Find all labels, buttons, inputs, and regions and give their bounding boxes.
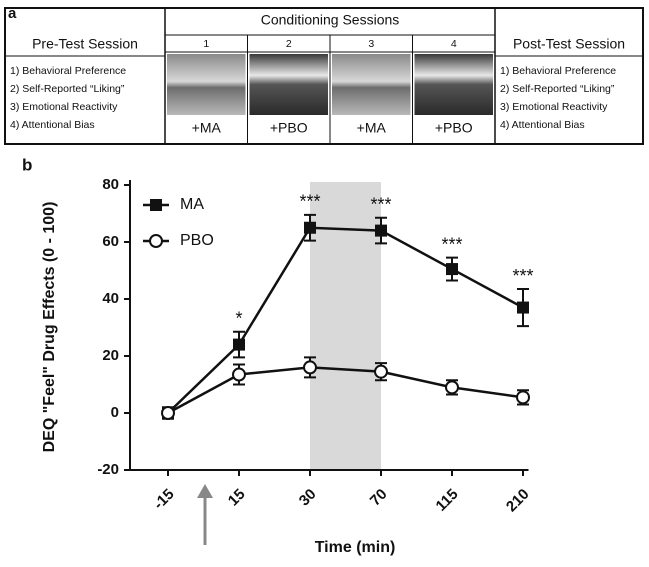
data-point: [233, 338, 245, 351]
pre-test-item: 4) Attentional Bias: [10, 119, 95, 131]
panel-a-frame: [4, 7, 644, 145]
session-drug: +MA: [192, 120, 222, 136]
x-tick-label: 70: [367, 486, 391, 510]
y-tick-label: 60: [102, 233, 119, 250]
x-tick-label: 15: [225, 486, 249, 510]
pre-test-title: Pre-Test Session: [32, 36, 138, 52]
session-number: 3: [368, 38, 374, 50]
significance-label: ***: [370, 195, 391, 215]
landscape-image: [249, 54, 328, 115]
series-line: [167, 226, 524, 414]
post-test-item: 4) Attentional Bias: [500, 119, 585, 131]
data-point: [517, 301, 529, 314]
legend-label: PBO: [180, 232, 214, 249]
significance-label: ***: [299, 192, 320, 212]
data-point: [303, 360, 317, 375]
pre-test-item: 1) Behavioral Preference: [10, 65, 126, 77]
session-number: 4: [451, 38, 457, 50]
y-tick-label: -20: [97, 461, 119, 478]
panel-label: b: [22, 155, 32, 174]
y-tick-label: 20: [102, 347, 119, 364]
significance-label: ***: [512, 266, 533, 286]
arrow-head: [197, 484, 213, 498]
y-tick-label: 40: [102, 290, 119, 307]
session-drug: +PBO: [435, 120, 473, 136]
panel-label: a: [8, 5, 17, 22]
y-tick-label: 0: [111, 404, 119, 421]
session-drug: +MA: [357, 120, 387, 136]
landscape-image: [167, 54, 246, 115]
landscape-image: [332, 54, 411, 115]
conditioning-title: Conditioning Sessions: [261, 12, 400, 28]
post-test-item: 2) Self-Reported “Liking”: [500, 83, 615, 95]
post-test-title: Post-Test Session: [513, 36, 625, 52]
data-point: [446, 263, 458, 276]
data-point: [374, 364, 388, 379]
data-point: [375, 224, 387, 237]
data-point: [161, 406, 175, 420]
significance-label: *: [235, 309, 242, 329]
data-point: [150, 199, 162, 211]
x-tick-label: -15: [150, 486, 177, 513]
x-tick-label: 30: [296, 486, 320, 510]
post-test-item: 1) Behavioral Preference: [500, 65, 616, 77]
post-test-item: 3) Emotional Reactivity: [500, 101, 608, 113]
pre-test-item: 2) Self-Reported “Liking”: [10, 83, 125, 95]
landscape-image: [414, 54, 493, 115]
y-axis-label: DEQ "Feel" Drug Effects (0 - 100): [41, 202, 58, 453]
series-line: [167, 366, 524, 415]
session-number: 1: [203, 38, 209, 50]
x-tick-label: 210: [503, 486, 533, 516]
data-point: [445, 380, 459, 395]
data-point: [232, 367, 246, 382]
y-tick-label: 80: [102, 176, 119, 193]
session-drug: +PBO: [270, 120, 308, 136]
data-point: [516, 390, 530, 405]
pre-test-item: 3) Emotional Reactivity: [10, 101, 118, 113]
shaded-region: [310, 182, 381, 470]
significance-label: ***: [441, 234, 462, 254]
x-tick-label: 115: [432, 486, 461, 515]
data-point: [304, 221, 316, 234]
x-axis-label: Time (min): [315, 539, 396, 556]
legend-label: MA: [180, 196, 204, 213]
data-point: [149, 234, 163, 248]
session-number: 2: [286, 38, 292, 50]
